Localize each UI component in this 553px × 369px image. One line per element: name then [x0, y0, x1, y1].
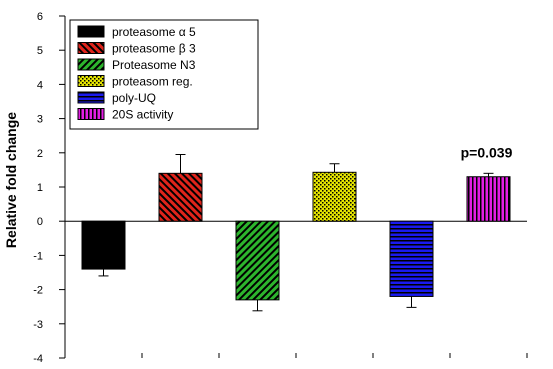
y-tick-label: 6 [37, 11, 43, 23]
legend-label: proteasom reg. [112, 75, 193, 89]
y-tick-label: 4 [37, 79, 43, 91]
legend: proteasome α 5 proteasome β 3 Proteasome N… [69, 19, 259, 130]
y-tick-label: 2 [37, 148, 43, 160]
y-tick-label: -2 [33, 285, 43, 297]
bar-2 [158, 172, 203, 222]
legend-swatch [77, 91, 105, 104]
legend-label: poly-UQ [112, 91, 156, 105]
annotations: p=0.039 [461, 144, 513, 160]
y-tick-label: -4 [33, 353, 43, 364]
legend-swatch [77, 75, 105, 87]
axis-layer: -4 -3 -2 -1 0 1 2 3 4 5 6 [33, 11, 528, 365]
y-tick-label: -1 [33, 250, 43, 262]
bars-layer [81, 154, 511, 312]
y-tick-label: 0 [37, 216, 43, 228]
legend-swatch [77, 25, 105, 38]
bar-3 [235, 220, 280, 301]
p-value-annotation: p=0.039 [461, 144, 513, 160]
legend-label: Proteasome N3 [112, 58, 196, 72]
y-tick-label: 1 [37, 182, 43, 194]
y-tick-label: 5 [37, 45, 43, 57]
legend-swatch [77, 58, 105, 71]
legend-label: proteasome α 5 [112, 25, 196, 39]
bar-5 [389, 220, 434, 297]
y-axis-label: Relative fold change [3, 112, 19, 248]
legend-swatch [77, 42, 105, 54]
y-tick-label: 3 [37, 114, 43, 126]
legend-swatch [77, 108, 105, 120]
bar-4 [312, 171, 357, 222]
y-tick-label: -3 [33, 319, 43, 331]
bar-6 [466, 176, 511, 222]
bar-1 [81, 220, 126, 270]
legend-label: proteasome β 3 [112, 42, 196, 56]
legend-label: 20S activity [112, 108, 173, 122]
